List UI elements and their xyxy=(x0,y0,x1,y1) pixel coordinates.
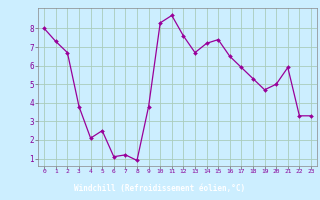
Text: Windchill (Refroidissement éolien,°C): Windchill (Refroidissement éolien,°C) xyxy=(75,184,245,193)
